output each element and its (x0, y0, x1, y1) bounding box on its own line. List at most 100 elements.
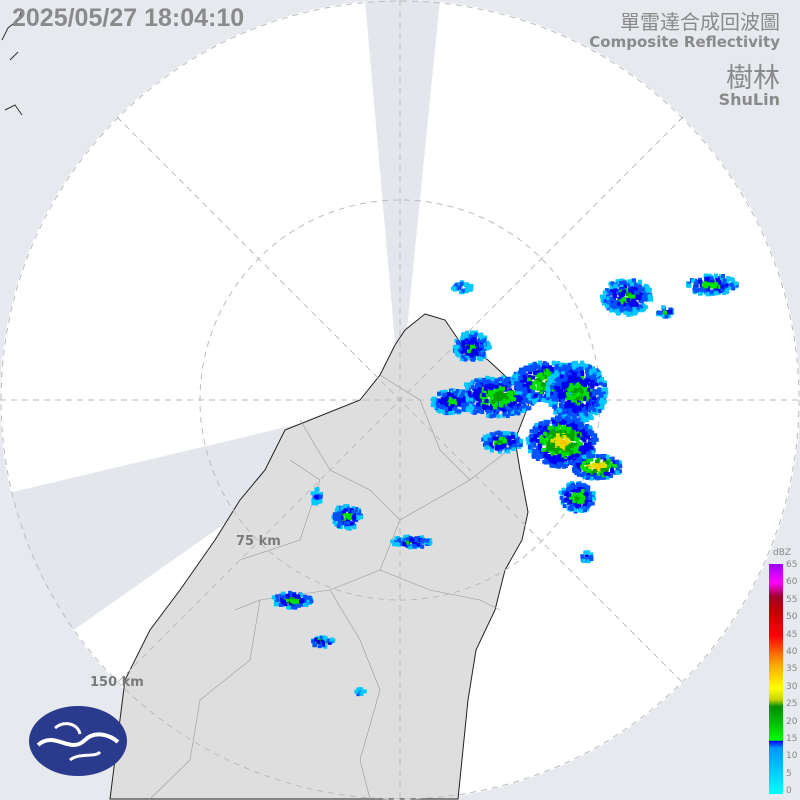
echo-cell (560, 398, 565, 403)
echo-cell (566, 451, 571, 456)
echo-cell (566, 365, 571, 370)
echo-cell (603, 471, 608, 476)
echo-cell (501, 375, 506, 380)
echo-cell (538, 449, 543, 454)
echo-cell (446, 392, 451, 397)
echo-cell (492, 405, 497, 410)
echo-cell (589, 470, 594, 475)
echo-cell (540, 428, 545, 433)
echo-cell (559, 362, 564, 367)
echo-cell (466, 406, 471, 411)
echo-cell (554, 385, 559, 390)
echo-cell (307, 595, 312, 600)
echo-cell (343, 504, 348, 509)
echo-cell (535, 445, 540, 450)
echo-cell (547, 439, 552, 444)
echo-cell (570, 395, 575, 400)
echo-cell (559, 444, 564, 449)
echo-cell (487, 345, 492, 350)
echo-cell (491, 384, 496, 389)
echo-cell (575, 431, 580, 436)
echo-cell (453, 286, 458, 291)
echo-cell (460, 349, 465, 354)
echo-cell (566, 440, 571, 445)
echo-cell (533, 398, 538, 403)
echo-cell (390, 539, 395, 544)
echo-cell (477, 406, 482, 411)
echo-cell (275, 601, 280, 606)
echo-cell (351, 506, 356, 511)
echo-cell (482, 380, 487, 385)
echo-cell (565, 427, 570, 432)
echo-cell (598, 400, 603, 405)
echo-cell (555, 422, 560, 427)
echo-cell (600, 397, 605, 402)
echo-cell (731, 286, 736, 291)
echo-cell (522, 374, 527, 379)
echo-cell (470, 341, 475, 346)
echo-cell (584, 474, 589, 479)
echo-cell (487, 376, 492, 381)
echo-cell (577, 483, 582, 488)
echo-cell (457, 342, 462, 347)
echo-cell (587, 464, 592, 469)
echo-cell (723, 289, 728, 294)
echo-cell (582, 391, 587, 396)
echo-cell (583, 387, 588, 392)
echo-cell (309, 599, 314, 604)
echo-cell (613, 283, 618, 288)
outlying-islands (1, 9, 23, 116)
echo-cell (466, 339, 471, 344)
echo-cell (450, 403, 455, 408)
echo-cell (281, 594, 286, 599)
echo-cell (566, 424, 571, 429)
echo-cell (583, 446, 588, 451)
echo-cell (720, 284, 725, 289)
echo-cell (539, 451, 544, 456)
echo-cell (528, 381, 533, 386)
echo-cell (562, 385, 567, 390)
echo-cell (588, 427, 593, 432)
echo-cell (351, 510, 356, 515)
echo-cell (547, 398, 552, 403)
echo-cell (643, 297, 648, 302)
echo-cell (536, 364, 541, 369)
echo-cell (587, 378, 592, 383)
echo-cell (564, 386, 569, 391)
echo-cell (507, 441, 512, 446)
echo-cell (658, 310, 663, 315)
echo-cell (605, 475, 610, 480)
echo-cell (498, 399, 503, 404)
echo-cell (520, 395, 525, 400)
echo-cell (550, 438, 555, 443)
echo-cell (300, 598, 305, 603)
echo-cell (541, 365, 546, 370)
echo-cell (697, 287, 702, 292)
echo-cell (523, 387, 528, 392)
echo-cell (588, 368, 593, 373)
echo-cell (576, 433, 581, 438)
echo-cell (568, 499, 573, 504)
echo-cell (316, 499, 321, 504)
echo-cell (346, 507, 351, 512)
echo-cell (440, 405, 445, 410)
echo-cell (314, 490, 319, 495)
echo-cell (542, 382, 547, 387)
echo-cell (627, 279, 632, 284)
echo-cell (362, 689, 367, 694)
echo-cell (593, 403, 598, 408)
echo-cell (573, 442, 578, 447)
echo-cell (529, 429, 534, 434)
echo-cell (292, 600, 297, 605)
echo-cell (580, 554, 585, 559)
echo-cell (311, 639, 316, 644)
echo-cell (530, 389, 535, 394)
echo-cell (569, 445, 574, 450)
echo-cell (577, 466, 582, 471)
echo-cell (510, 431, 515, 436)
echo-cell (600, 468, 605, 473)
echo-cell (281, 591, 286, 596)
echo-cell (550, 452, 555, 457)
legend-tick: 10 (786, 751, 798, 762)
